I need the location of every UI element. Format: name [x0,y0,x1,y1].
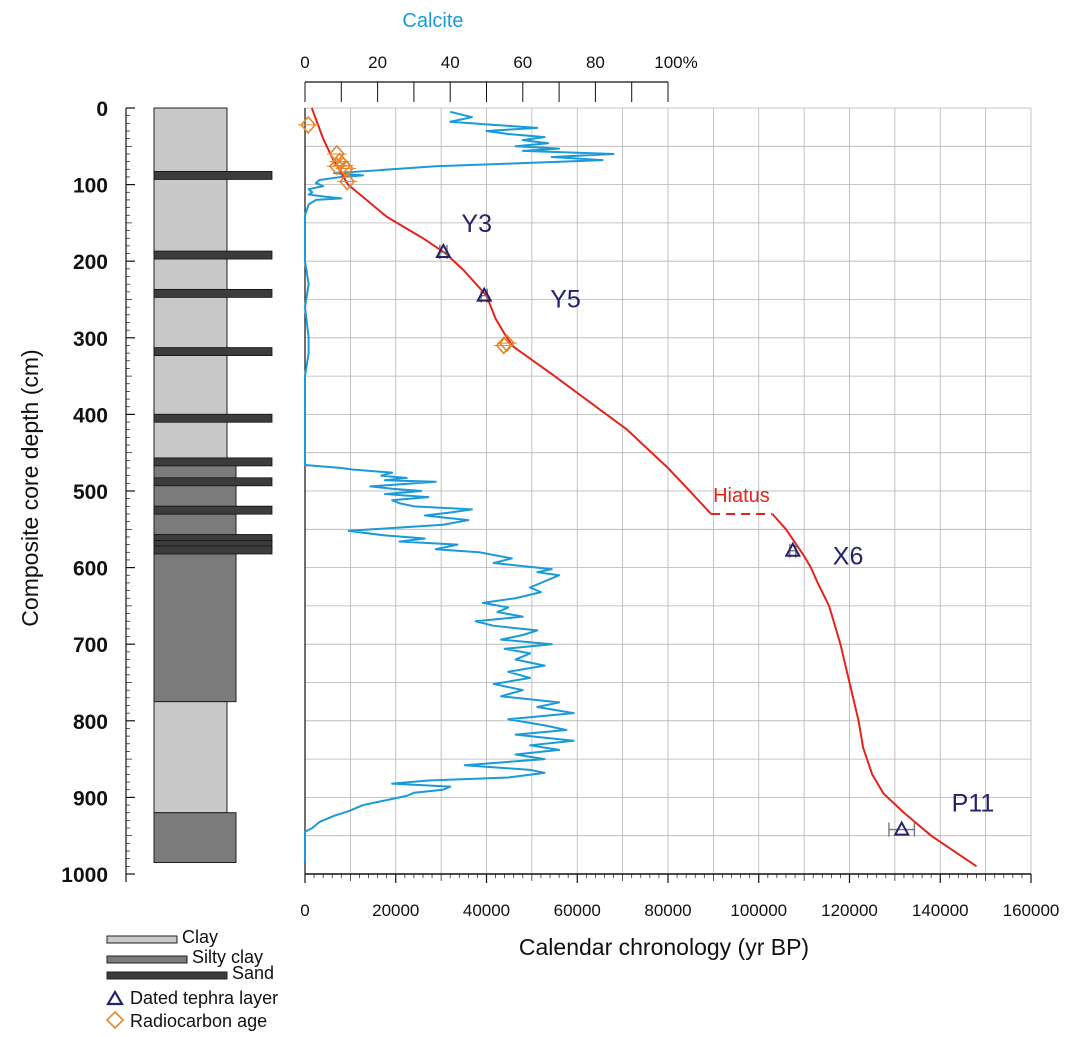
legend-label-radiocarbon: Radiocarbon age [130,1011,267,1031]
x-tick-label: 100000 [730,901,787,920]
tephra-marker [435,242,452,259]
radiocarbon-age-marker [300,115,317,135]
litho-unit-clay [153,107,228,461]
litho-unit-clay [153,701,228,814]
x-tick-label: 120000 [821,901,878,920]
x-tick-label: 140000 [912,901,969,920]
x-tick-label: 40000 [463,901,510,920]
sand-layer [153,250,273,260]
labels: Hiatus Y3 Y5 X6 P11 [461,210,994,818]
tephra-label: X6 [833,543,864,571]
litho-unit-silty-clay [153,459,237,513]
calcite-axis-title: Calcite [402,10,463,32]
calcite-line [304,110,615,863]
radiocarbon-age-marker [337,159,354,178]
y-tick-label: 300 [73,328,108,351]
y-tick-label: 100 [73,175,108,198]
y-tick-label: 1000 [61,864,108,887]
tephra-marker [893,820,910,836]
y-tick-label: 800 [73,711,108,734]
markers [298,115,916,837]
x-tick-label: 0 [300,901,309,920]
radiocarbon-age-marker [328,157,345,176]
legend-label-tephra: Dated tephra layer [130,988,278,1008]
legend-triangle-icon [106,989,124,1006]
x-tick-label: 80000 [644,901,691,920]
x-tick-label: 60000 [554,901,601,920]
radiocarbon-age-marker [498,333,515,353]
lithology-column [153,107,273,864]
sand-layer [153,288,273,298]
x-tick-label: 20000 [372,901,419,920]
grid [305,107,1032,874]
y-axis-title: Composite core depth (cm) [17,349,43,626]
legend-swatch-silty-clay [106,955,188,964]
legend-diamond-icon [105,1010,125,1030]
x-tick-label: 160000 [1003,901,1060,920]
sand-layer [153,347,273,356]
calcite-tick-label: 0 [300,53,309,72]
legend-swatch-clay [106,935,178,944]
y-tick-label: 500 [73,481,108,504]
sand-layer [153,545,273,555]
calcite-tick-label: 100% [654,53,697,72]
tephra-label: Y3 [461,210,492,238]
calcite-tick-label: 80 [586,53,605,72]
sand-layer [153,413,273,423]
sand-layer [153,457,273,467]
calcite-tick-label: 20 [368,53,387,72]
series [304,107,978,868]
tephra-marker [784,541,801,557]
legend-label-clay: Clay [182,927,218,947]
sand-layer [153,171,273,180]
legend-swatch-sand [106,971,228,980]
y-tick-label: 600 [73,558,108,581]
radiocarbon-age-marker [495,336,512,355]
legend-label-sand: Sand [232,963,274,983]
sand-layer [153,505,273,515]
litho-unit-silty-clay [153,812,237,864]
y-tick-label: 900 [73,787,108,810]
y-tick-label: 200 [73,251,108,274]
calcite-tick-label: 60 [513,53,532,72]
sand-layer [153,477,273,487]
x-axis-title: Calendar chronology (yr BP) [519,934,809,960]
y-tick-label: 0 [96,98,108,121]
radiocarbon-age-marker [339,172,356,191]
legend-label-silty-clay: Silty clay [192,947,263,967]
tephra-marker [476,286,493,302]
tephra-label: Y5 [550,286,581,314]
calcite-tick-label: 40 [441,53,460,72]
age-model-line-lower [771,513,978,868]
tephra-label: P11 [952,790,995,818]
y-tick-label: 400 [73,404,108,427]
hiatus-label: Hiatus [713,485,770,507]
y-tick-label: 700 [73,634,108,657]
